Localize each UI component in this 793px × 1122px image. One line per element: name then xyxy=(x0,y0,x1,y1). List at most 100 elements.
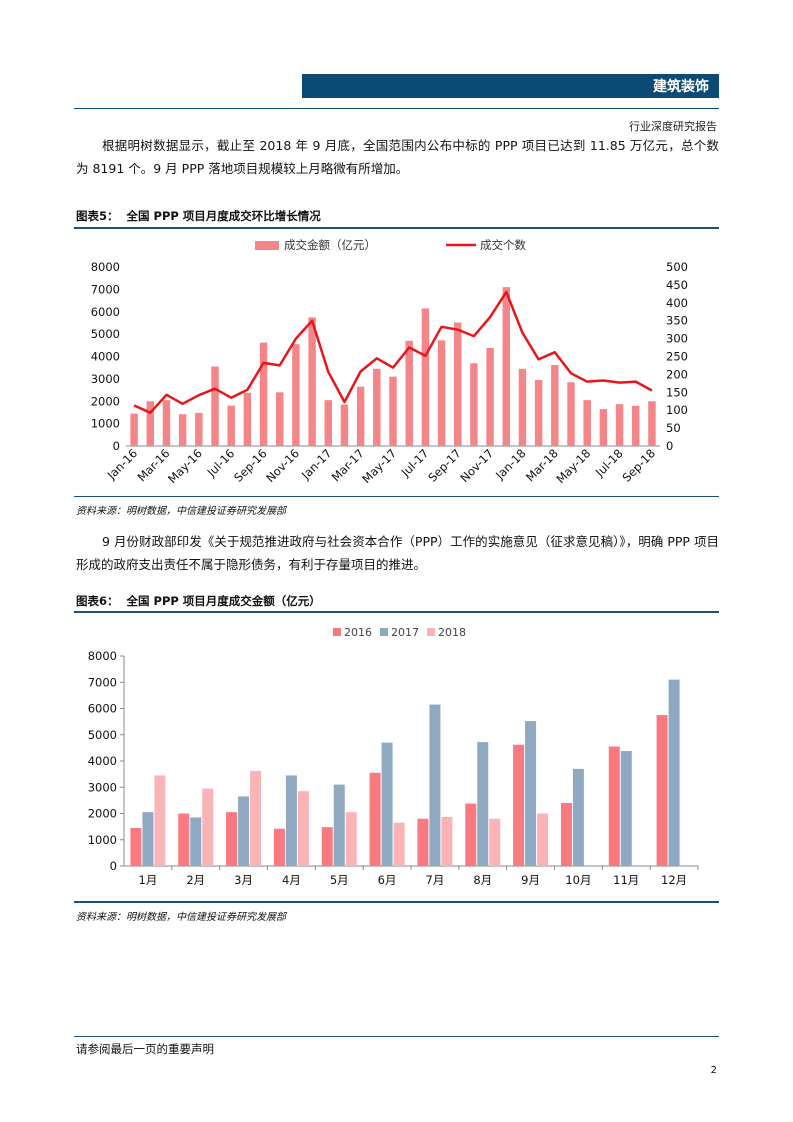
bar-2016 xyxy=(130,827,142,866)
y-right-tick-label: 500 xyxy=(666,260,688,274)
bar-2017 xyxy=(285,775,297,866)
bar-2018 xyxy=(537,813,549,866)
legend-label-2016: 2016 xyxy=(344,626,372,639)
bar-amount xyxy=(227,405,235,446)
legend-swatch-amount xyxy=(255,241,279,250)
bar-amount xyxy=(130,413,138,446)
paragraph-1: 根据明树数据显示，截止至 2018 年 9 月底，全国范围内公布中标的 PPP … xyxy=(76,138,719,176)
bar-amount xyxy=(615,404,624,446)
bar-amount xyxy=(389,376,397,446)
y-left-tick-label: 5000 xyxy=(91,327,120,341)
paragraph-2: 9 月份财政部印发《关于规范推进政府与社会资本合作（PPP）工作的实施意见（征求… xyxy=(76,534,719,572)
bar-2017 xyxy=(668,679,680,866)
y-right-tick-label: 400 xyxy=(666,296,688,310)
bar-amount xyxy=(146,401,154,446)
y-left-tick-label: 1000 xyxy=(91,417,120,431)
y-right-tick-label: 0 xyxy=(666,439,673,453)
x-tick-label: Sep-17 xyxy=(425,446,464,485)
bar-amount xyxy=(195,412,203,446)
y-tick-label: 5000 xyxy=(88,728,117,742)
figure5-top-rule xyxy=(74,227,719,229)
bar-2017 xyxy=(620,751,632,866)
figure6-label: 图表6： xyxy=(76,594,119,608)
x-tick-label: 3月 xyxy=(234,873,253,887)
figure6-legend: 2016 2017 2018 xyxy=(333,626,466,639)
x-tick-label: May-16 xyxy=(165,446,205,486)
footer-rule xyxy=(74,1036,719,1037)
bar-2018 xyxy=(154,775,166,866)
bar-2017 xyxy=(429,704,441,866)
section-title: 建筑装饰 xyxy=(653,79,709,95)
bar-2016 xyxy=(465,803,477,866)
footer-note: 请参阅最后一页的重要声明 xyxy=(76,1042,214,1056)
x-tick-label: 8月 xyxy=(473,873,492,887)
legend-swatch-2018 xyxy=(427,628,435,636)
bar-2017 xyxy=(477,742,489,866)
header-bar: 建筑装饰 xyxy=(302,74,719,98)
x-tick-label: 5月 xyxy=(330,873,349,887)
x-tick-label: 4月 xyxy=(282,873,301,887)
bar-amount xyxy=(405,340,413,446)
page-number: 2 xyxy=(710,1065,717,1076)
y-tick-label: 8000 xyxy=(88,649,117,663)
bar-amount xyxy=(340,404,349,446)
bar-2017 xyxy=(525,721,537,866)
y-tick-label: 3000 xyxy=(88,780,117,794)
bar-2018 xyxy=(489,818,501,866)
bar-2017 xyxy=(238,796,250,866)
bar-amount xyxy=(292,344,300,446)
report-type: 行业深度研究报告 xyxy=(629,120,717,133)
legend-swatch-2016 xyxy=(333,628,341,636)
y-right-tick-label: 150 xyxy=(666,385,688,399)
x-tick-label: 9月 xyxy=(521,873,540,887)
y-tick-label: 1000 xyxy=(88,833,117,847)
legend-swatch-2017 xyxy=(380,628,388,636)
bar-amount xyxy=(470,363,478,446)
bar-2017 xyxy=(381,742,393,866)
bar-amount xyxy=(486,347,494,446)
bar-amount xyxy=(308,317,316,446)
bar-amount xyxy=(324,400,332,446)
bar-2018 xyxy=(297,791,309,866)
bar-2017 xyxy=(333,784,345,866)
bar-2016 xyxy=(560,803,572,866)
x-tick-label: 11月 xyxy=(613,873,639,887)
x-tick-label: Jan-16 xyxy=(104,446,140,482)
bar-2018 xyxy=(250,770,262,866)
figure5-source: 资料来源：明树数据，中信建投证券研究发展部 xyxy=(76,506,286,517)
bar-2017 xyxy=(572,768,584,866)
bar-amount xyxy=(178,414,187,446)
figure5-caption: 全国 PPP 项目月度成交环比增长情况 xyxy=(126,209,321,223)
x-tick-label: May-17 xyxy=(359,446,399,486)
bar-amount xyxy=(356,386,365,446)
header-rule xyxy=(74,108,719,109)
y-tick-label: 0 xyxy=(110,859,117,873)
bar-amount xyxy=(648,401,656,446)
figure6-top-rule xyxy=(74,611,719,613)
bar-2018 xyxy=(202,788,214,866)
bar-2017 xyxy=(190,817,202,866)
y-tick-label: 4000 xyxy=(88,754,117,768)
x-tick-label: 1月 xyxy=(139,873,158,887)
bar-amount xyxy=(259,342,268,446)
bar-2016 xyxy=(369,772,381,866)
bar-2016 xyxy=(513,744,525,866)
y-tick-label: 6000 xyxy=(88,702,117,716)
y-right-tick-label: 450 xyxy=(666,278,688,292)
y-left-tick-label: 0 xyxy=(113,439,120,453)
bar-2018 xyxy=(345,812,357,866)
bar-2016 xyxy=(321,827,333,866)
bar-amount xyxy=(373,368,381,446)
y-left-tick-label: 2000 xyxy=(91,394,120,408)
bar-amount xyxy=(632,405,640,446)
y-left-tick-label: 8000 xyxy=(91,260,120,274)
bar-amount xyxy=(437,340,446,446)
bar-2016 xyxy=(608,746,620,866)
figure6-source: 资料来源：明树数据，中信建投证券研究发展部 xyxy=(76,912,286,923)
bar-amount xyxy=(162,400,171,446)
y-right-tick-label: 250 xyxy=(666,350,688,364)
x-tick-label: Sep-16 xyxy=(231,446,270,485)
bar-amount xyxy=(518,368,527,446)
bar-amount xyxy=(534,379,543,446)
x-tick-label: 12月 xyxy=(661,873,687,887)
